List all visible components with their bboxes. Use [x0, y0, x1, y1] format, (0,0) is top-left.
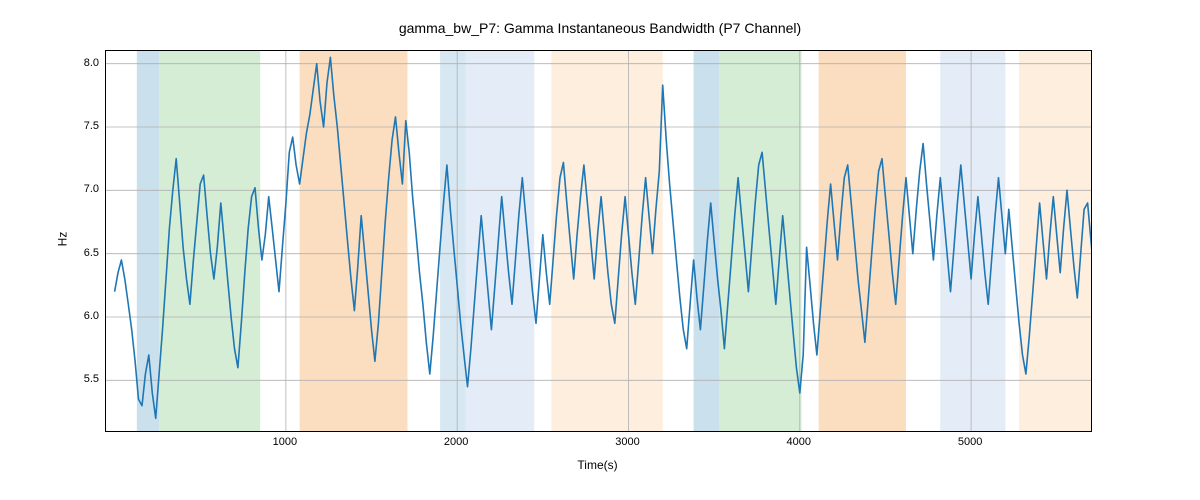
plot-svg — [106, 51, 1091, 431]
background-span — [1019, 51, 1091, 431]
figure: gamma_bw_P7: Gamma Instantaneous Bandwid… — [0, 0, 1200, 500]
background-span — [940, 51, 1005, 431]
background-span — [300, 51, 408, 431]
x-tick-label: 1000 — [273, 436, 297, 448]
y-tick-label: 8.0 — [71, 57, 99, 69]
plot-area — [105, 50, 1092, 432]
background-span — [551, 51, 662, 431]
background-span — [719, 51, 801, 431]
y-tick-label: 7.0 — [71, 183, 99, 195]
chart-title: gamma_bw_P7: Gamma Instantaneous Bandwid… — [0, 20, 1200, 36]
x-tick-label: 4000 — [787, 436, 811, 448]
background-span — [466, 51, 535, 431]
y-tick-label: 5.5 — [71, 373, 99, 385]
x-tick-label: 2000 — [444, 436, 468, 448]
background-span — [137, 51, 159, 431]
y-axis-label: Hz — [55, 232, 69, 247]
x-tick-label: 5000 — [958, 436, 982, 448]
background-span — [819, 51, 906, 431]
background-span — [694, 51, 720, 431]
x-tick-label: 3000 — [615, 436, 639, 448]
y-tick-label: 6.5 — [71, 247, 99, 259]
x-axis-label: Time(s) — [105, 458, 1090, 472]
y-tick-label: 6.0 — [71, 310, 99, 322]
y-tick-label: 7.5 — [71, 120, 99, 132]
